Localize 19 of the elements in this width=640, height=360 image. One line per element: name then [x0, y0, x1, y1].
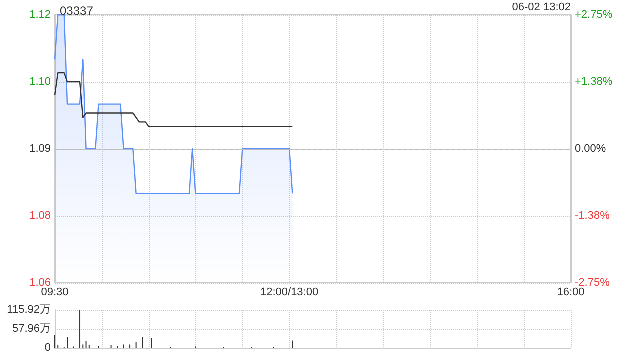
x-tick-label: 12:00/13:00 — [260, 286, 319, 298]
y-tick-label: 1.10 — [30, 76, 51, 88]
x-tick-label: 16:00 — [557, 286, 585, 298]
y-tick-label: 1.06 — [30, 277, 51, 289]
y-tick-label: 1.09 — [30, 143, 51, 155]
y-tick-label: 0 — [44, 342, 51, 354]
line-series — [54, 72, 294, 128]
y2-tick-label: +2.75% — [575, 9, 613, 21]
y2-tick-label: -1.38% — [575, 210, 610, 222]
y-tick-label: 1.08 — [30, 210, 51, 222]
y2-tick-label: +1.38% — [575, 76, 613, 88]
chart-title: 03337 — [60, 4, 94, 18]
y-tick-label: 57.96万 — [12, 323, 51, 335]
y-tick-label: 115.92万 — [7, 304, 51, 316]
x-tick-label: 09:30 — [41, 286, 69, 298]
y2-tick-label: 0.00% — [575, 143, 606, 155]
y-tick-label: 1.12 — [30, 9, 51, 21]
text: 06-02 13:02 — [512, 2, 571, 14]
y2-tick-label: -2.75% — [575, 277, 610, 289]
